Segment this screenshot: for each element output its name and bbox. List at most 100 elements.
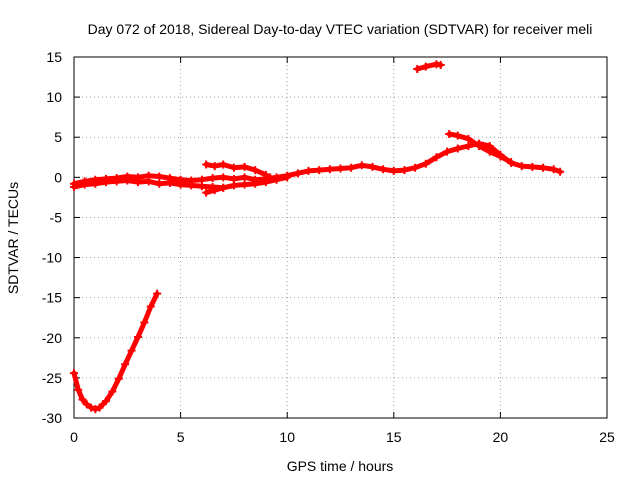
data-point xyxy=(144,177,153,186)
data-point xyxy=(127,346,136,355)
data-point xyxy=(121,360,130,369)
data-point xyxy=(87,403,96,412)
axis-ticks xyxy=(73,56,608,419)
data-point xyxy=(315,166,324,175)
data-point xyxy=(70,182,78,191)
data-point xyxy=(108,387,117,396)
data-point xyxy=(453,144,462,153)
data-point xyxy=(496,152,505,161)
y-tick-label: -10 xyxy=(42,250,62,266)
series-dip-track-6-7h xyxy=(202,183,228,197)
y-tick-label: -15 xyxy=(42,290,62,306)
x-tick-label: 0 xyxy=(70,429,78,445)
data-point xyxy=(202,188,211,197)
data-point xyxy=(421,159,430,168)
data-point xyxy=(202,160,211,169)
data-point xyxy=(165,178,174,187)
series-line xyxy=(71,291,160,412)
series-main-band-upper xyxy=(70,139,565,188)
data-point xyxy=(153,289,162,298)
data-point xyxy=(336,164,345,173)
plot-frame xyxy=(73,56,608,419)
y-axis-label: SDTVAR / TECUs xyxy=(5,182,21,294)
data-point xyxy=(379,165,388,174)
x-tick-label: 15 xyxy=(386,429,402,445)
data-point xyxy=(123,176,132,185)
data-point xyxy=(146,302,155,311)
x-tick-label: 25 xyxy=(599,429,615,445)
y-tick-label: -20 xyxy=(42,330,62,346)
data-point xyxy=(114,374,123,383)
y-tick-labels: -30 -25 -20 -15 -10 -5 0 5 10 15 xyxy=(42,49,62,426)
data-marks xyxy=(70,60,565,414)
series-hump-upper-17-20h xyxy=(445,130,516,167)
data-point xyxy=(229,181,238,190)
data-point xyxy=(133,178,142,187)
data-point xyxy=(400,166,409,175)
data-point xyxy=(411,163,420,172)
data-point xyxy=(539,163,548,172)
x-tick-label: 10 xyxy=(279,429,295,445)
data-point xyxy=(91,179,100,188)
y-tick-label: -30 xyxy=(42,410,62,426)
y-tick-label: 0 xyxy=(54,169,62,185)
series-main-band-lower xyxy=(70,173,292,192)
series-secondary-track-6-9h xyxy=(202,160,275,182)
data-point xyxy=(219,173,228,182)
data-point xyxy=(556,167,565,176)
data-point xyxy=(445,130,454,139)
data-point xyxy=(266,173,275,182)
data-point xyxy=(140,318,149,327)
data-point xyxy=(240,162,249,171)
grid xyxy=(74,57,607,418)
data-point xyxy=(210,186,219,195)
y-tick-label: 10 xyxy=(46,89,62,105)
x-tick-label: 20 xyxy=(493,429,509,445)
data-point xyxy=(421,62,430,71)
x-tick-label: 5 xyxy=(177,429,185,445)
data-point xyxy=(443,147,452,156)
chart-title: Day 072 of 2018, Sidereal Day-to-day VTE… xyxy=(88,21,593,37)
data-point xyxy=(187,181,196,190)
data-point xyxy=(101,178,110,187)
series-segment-near-14 xyxy=(413,60,445,74)
series-segment-early-low xyxy=(70,289,162,414)
data-point xyxy=(261,178,270,187)
data-point xyxy=(208,174,217,183)
data-point xyxy=(304,166,313,175)
data-point xyxy=(464,142,473,151)
data-point xyxy=(78,395,87,404)
data-point xyxy=(240,173,249,182)
data-point xyxy=(197,182,206,191)
x-tick-labels: 0 5 10 15 20 25 xyxy=(70,429,615,445)
data-point xyxy=(251,166,260,175)
data-point xyxy=(325,165,334,174)
x-axis-label: GPS time / hours xyxy=(287,458,394,474)
data-point xyxy=(240,180,249,189)
data-point xyxy=(219,160,228,169)
data-point xyxy=(272,175,281,184)
y-tick-label: -5 xyxy=(50,209,63,225)
data-point xyxy=(82,400,91,409)
data-point xyxy=(210,162,219,171)
data-point xyxy=(475,142,484,151)
y-tick-label: -25 xyxy=(42,370,62,386)
data-point xyxy=(347,163,356,172)
data-point xyxy=(91,405,100,414)
data-point xyxy=(436,61,445,70)
data-point xyxy=(251,179,260,188)
data-point xyxy=(453,131,462,140)
data-point xyxy=(507,158,516,167)
data-point xyxy=(549,165,558,174)
data-point xyxy=(112,177,121,186)
data-point xyxy=(80,180,89,189)
data-point xyxy=(219,183,228,192)
data-point xyxy=(389,166,398,175)
data-point xyxy=(229,163,238,172)
y-tick-label: 15 xyxy=(46,49,62,65)
data-point xyxy=(464,134,473,143)
data-point xyxy=(368,162,377,171)
data-point xyxy=(283,173,292,182)
data-point xyxy=(293,169,302,178)
